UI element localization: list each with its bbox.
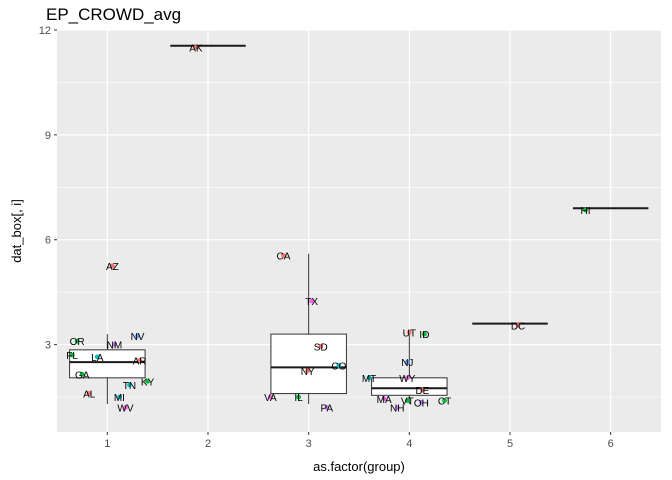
point-CA: [281, 253, 286, 258]
point-AK: [193, 45, 199, 50]
x-tick-label: 2: [205, 438, 211, 450]
point-label-GA: GA: [75, 370, 90, 381]
y-axis-title: dat_box[, i]: [9, 199, 24, 263]
point-label-UT: UT: [403, 328, 416, 339]
point-MA: [381, 396, 387, 402]
point-AR: [137, 357, 142, 363]
point-label-DC: DC: [511, 321, 525, 332]
point-label-HI: HI: [581, 206, 591, 217]
point-NM: [111, 342, 117, 348]
point-label-PA: PA: [320, 404, 333, 415]
point-WV: [123, 405, 128, 410]
point-DC: [515, 322, 521, 328]
point-HI: [583, 207, 588, 213]
plot-panel: [57, 30, 661, 432]
point-label-AZ: AZ: [106, 262, 119, 273]
y-tick-label: 9: [45, 130, 51, 142]
box-group-3: [270, 333, 347, 395]
point-label-SD: SD: [314, 342, 328, 353]
point-KY: [145, 378, 151, 384]
point-IL: [296, 394, 301, 400]
point-VA: [268, 394, 273, 400]
point-label-CA: CA: [277, 251, 291, 262]
point-AL: [86, 391, 92, 396]
point-NJ: [404, 359, 410, 365]
point-label-MI: MI: [114, 393, 125, 404]
point-NY: [305, 368, 311, 374]
point-FL: [69, 352, 75, 358]
point-label-DE: DE: [415, 386, 429, 397]
point-label-VT: VT: [401, 397, 414, 408]
point-label-AK: AK: [189, 43, 203, 54]
point-CT: [442, 398, 447, 403]
point-label-NY: NY: [301, 367, 315, 378]
x-tick-label: 1: [104, 438, 110, 450]
point-MI: [117, 394, 122, 400]
point-label-CT: CT: [438, 397, 451, 408]
point-label-ID: ID: [419, 330, 429, 341]
point-label-NM: NM: [107, 341, 123, 352]
point-label-MT: MT: [362, 374, 376, 385]
point-OH: [419, 399, 424, 405]
y-tick-label: 12: [39, 25, 51, 37]
x-tick-label: 3: [306, 438, 312, 450]
point-GA: [79, 371, 85, 377]
point-label-OR: OR: [70, 337, 85, 348]
x-tick-label: 6: [608, 438, 614, 450]
x-tick-label: 5: [507, 438, 513, 450]
point-label-TN: TN: [123, 381, 136, 392]
point-label-VA: VA: [264, 393, 277, 404]
point-label-WY: WY: [399, 374, 415, 385]
point-LA: [94, 354, 100, 360]
point-ID: [422, 331, 427, 337]
point-NH: [394, 405, 400, 410]
point-TN: [127, 382, 132, 388]
point-label-AR: AR: [133, 356, 147, 367]
x-axis-title: as.factor(group): [313, 459, 405, 474]
point-CO: [336, 363, 342, 368]
y-tick-label: 3: [45, 340, 51, 352]
point-label-CO: CO: [331, 362, 346, 373]
x-tick-label: 4: [406, 438, 412, 450]
point-label-OH: OH: [414, 398, 429, 409]
point-UT: [406, 329, 412, 335]
point-TX: [309, 298, 315, 304]
point-label-NJ: NJ: [401, 358, 413, 369]
point-PA: [324, 405, 330, 410]
point-label-AL: AL: [83, 390, 96, 401]
point-label-LA: LA: [91, 353, 104, 364]
point-label-IL: IL: [294, 393, 303, 404]
point-label-WV: WV: [117, 404, 133, 415]
point-WY: [404, 375, 410, 381]
point-OR: [74, 338, 80, 344]
point-label-NH: NH: [390, 404, 404, 415]
point-label-FL: FL: [66, 351, 78, 362]
point-NV: [135, 333, 140, 339]
y-tick-label: 6: [45, 235, 51, 247]
point-label-KY: KY: [141, 377, 155, 388]
chart-title: EP_CROWD_avg: [46, 5, 182, 24]
point-label-NV: NV: [131, 332, 145, 343]
point-label-TX: TX: [305, 297, 318, 308]
point-DE: [420, 387, 425, 393]
point-label-MA: MA: [377, 395, 392, 406]
point-AZ: [109, 263, 115, 269]
box-group-1: [69, 349, 146, 379]
point-SD: [318, 343, 324, 349]
point-VT: [404, 398, 410, 403]
point-MT: [366, 375, 372, 381]
